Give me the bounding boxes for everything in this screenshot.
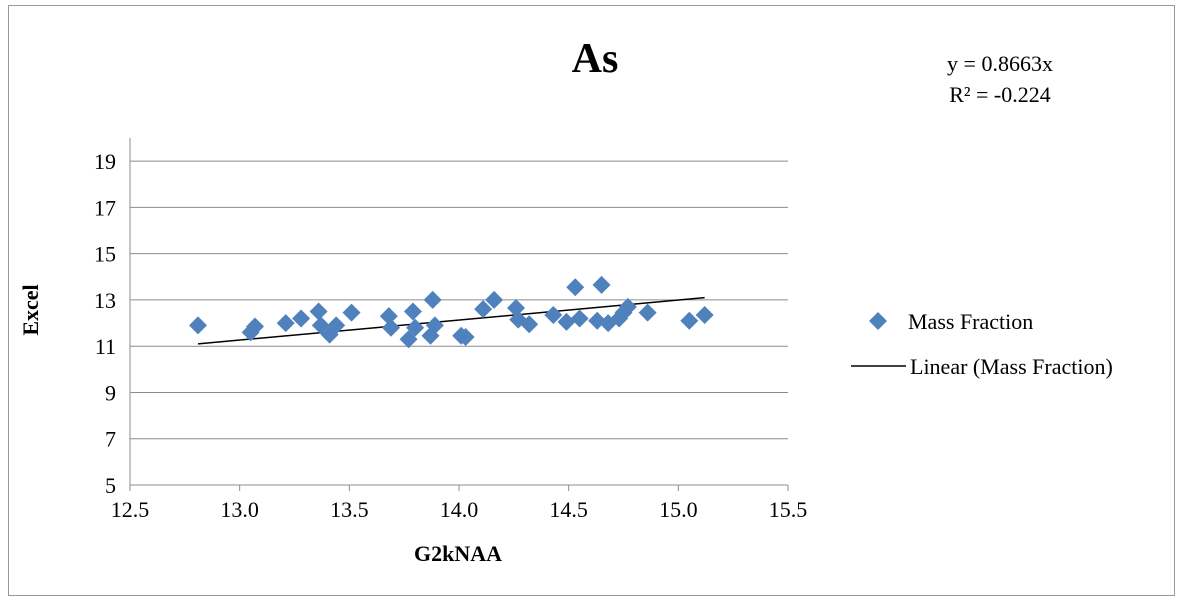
data-point xyxy=(292,309,311,328)
y-tick-label: 13 xyxy=(94,288,116,313)
data-point xyxy=(474,300,493,319)
data-point xyxy=(342,303,361,322)
data-point xyxy=(403,302,422,321)
y-tick-label: 19 xyxy=(94,149,116,174)
data-point xyxy=(544,305,563,324)
data-point xyxy=(327,316,346,335)
data-point xyxy=(246,317,265,336)
data-point xyxy=(592,275,611,294)
x-tick-label: 13.5 xyxy=(330,497,369,522)
y-tick-label: 15 xyxy=(94,242,116,267)
x-tick-label: 14.0 xyxy=(440,497,479,522)
data-point xyxy=(309,302,328,321)
x-axis-title: G2kNAA xyxy=(414,541,502,566)
data-point xyxy=(399,330,418,349)
linear-trendline xyxy=(197,296,705,345)
y-tick-label: 11 xyxy=(95,334,116,359)
x-tick-label: 15.5 xyxy=(769,497,808,522)
y-tick-label: 5 xyxy=(105,473,116,498)
x-tick-label: 13.0 xyxy=(220,497,259,522)
data-point xyxy=(456,327,475,346)
data-point xyxy=(680,311,699,330)
data-point xyxy=(188,316,207,335)
data-point xyxy=(618,297,637,316)
x-tick-label: 12.5 xyxy=(111,497,150,522)
x-tick-label: 14.5 xyxy=(549,497,588,522)
chart-border xyxy=(8,5,1175,596)
data-point xyxy=(406,318,425,337)
data-point xyxy=(570,309,589,328)
data-point xyxy=(423,290,442,309)
data-point xyxy=(382,318,401,337)
y-tick-label: 17 xyxy=(94,195,116,220)
data-point xyxy=(485,290,504,309)
y-tick-label: 7 xyxy=(105,427,116,452)
data-point xyxy=(638,303,657,322)
tick-labels: 5 7 9 11 13 15 17 19 12.5 13.0 13.5 14.0 14.5 15.0 15.… xyxy=(94,149,807,522)
legend-label-linear: Linear (Mass Fraction) xyxy=(910,354,1113,379)
legend: Mass Fraction Linear (Mass Fraction) xyxy=(851,309,1113,379)
data-point xyxy=(311,316,330,335)
data-point xyxy=(557,312,576,331)
data-point xyxy=(566,278,585,297)
trendline-layer xyxy=(197,296,705,345)
legend-diamond-marker xyxy=(869,312,887,330)
data-point xyxy=(276,314,295,333)
x-tick-label: 15.0 xyxy=(659,497,698,522)
data-point xyxy=(379,307,398,326)
r-squared-label: R² = -0.224 xyxy=(949,82,1051,107)
data-point xyxy=(507,299,526,318)
data-point xyxy=(425,316,444,335)
axes xyxy=(129,138,789,491)
y-tick-label: 9 xyxy=(105,380,116,405)
trendline-equation: y = 0.8663x xyxy=(947,51,1053,76)
data-points xyxy=(188,275,714,349)
data-point xyxy=(520,315,539,334)
chart-title: As xyxy=(572,36,619,82)
legend-label-mass-fraction: Mass Fraction xyxy=(908,309,1033,334)
grid-lines xyxy=(130,160,788,440)
data-point xyxy=(695,305,714,324)
y-axis-title: Excel xyxy=(18,284,43,335)
